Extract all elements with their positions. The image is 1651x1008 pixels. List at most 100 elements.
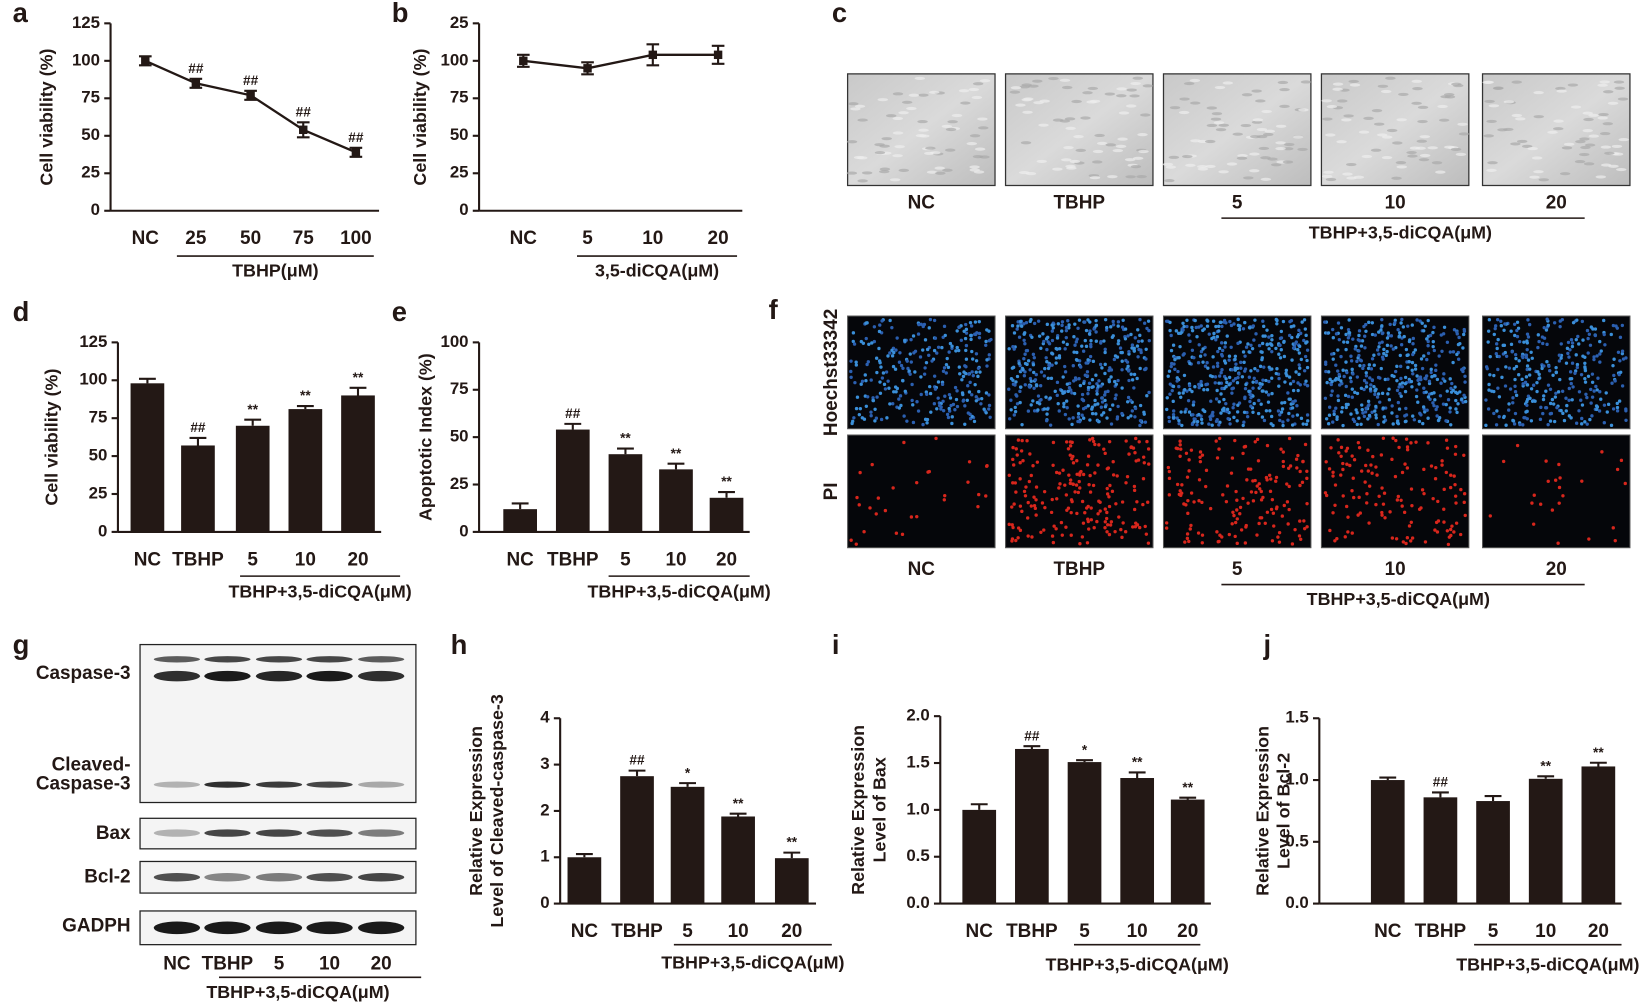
cell-dot: [1238, 505, 1243, 510]
cell-dot: [895, 386, 900, 391]
cell-dot: [1223, 341, 1228, 345]
cell-dot: [1054, 361, 1058, 365]
cell-dot: [1593, 327, 1598, 331]
cell-dot: [1575, 365, 1579, 370]
cell-dot: [1624, 418, 1628, 422]
cell-dot: [1406, 324, 1410, 328]
cell-dot: [1346, 336, 1351, 340]
cell-dot: [1380, 324, 1384, 328]
cell-dot: [1171, 415, 1176, 420]
cell-dot: [1619, 458, 1624, 463]
cell-dot: [1022, 332, 1026, 336]
cell-dot: [973, 320, 978, 324]
cell-dot: [853, 380, 857, 385]
cell-dot: [1097, 499, 1101, 503]
cell-dot: [921, 324, 925, 329]
cell-dot: [1286, 466, 1291, 470]
cell-dot: [1215, 364, 1220, 368]
cell-dot: [1229, 471, 1234, 475]
cell-dot: [1131, 446, 1136, 450]
cell-dot: [1027, 384, 1031, 388]
cell-dot: [928, 391, 933, 396]
cell-dot: [1165, 396, 1169, 400]
cell-dot: [1249, 490, 1254, 494]
cell-dot: [1251, 410, 1255, 414]
cell-dot: [1598, 360, 1602, 364]
cell-dot: [921, 348, 925, 352]
cell-dot: [1091, 483, 1096, 488]
cell-dot: [1185, 536, 1190, 541]
cell-dot: [1034, 513, 1038, 517]
cell-dot: [1113, 529, 1117, 534]
cell-dot: [1535, 389, 1539, 394]
cell-dot: [1246, 342, 1250, 346]
cell-dot: [1168, 392, 1172, 396]
cell-texture: [861, 171, 873, 175]
cell-dot: [1449, 485, 1453, 490]
cell-dot: [1304, 333, 1308, 338]
cell-dot: [941, 399, 945, 403]
cell-dot: [1095, 392, 1099, 396]
cell-dot: [1297, 363, 1301, 367]
lane-label: TBHP: [1053, 559, 1105, 580]
cell-dot: [1446, 398, 1451, 402]
cell-dot: [882, 382, 887, 387]
cell-dot: [932, 318, 937, 323]
bar: [1476, 801, 1510, 904]
cell-dot: [874, 356, 879, 360]
cell-dot: [1232, 402, 1236, 406]
cell-dot: [1063, 483, 1067, 487]
cell-dot: [1298, 383, 1302, 387]
cell-dot: [1421, 405, 1426, 409]
cell-dot: [1196, 361, 1201, 365]
cell-dot: [1390, 457, 1394, 462]
cell-dot: [1060, 320, 1065, 324]
cell-dot: [915, 514, 919, 519]
cell-texture: [1115, 144, 1127, 148]
cell-dot: [1599, 397, 1603, 401]
cell-dot: [1138, 423, 1142, 428]
panel-letter: h: [451, 629, 468, 660]
cell-dot: [1298, 483, 1302, 488]
cell-dot: [1604, 391, 1608, 395]
cell-dot: [1111, 460, 1115, 464]
cell-dot: [1494, 342, 1499, 346]
cell-dot: [1429, 367, 1433, 372]
cell-dot: [938, 403, 942, 408]
cell-dot: [1238, 512, 1242, 516]
cell-dot: [1054, 356, 1059, 360]
cell-dot: [1577, 342, 1581, 346]
cell-texture: [1497, 128, 1508, 132]
cell-dot: [1525, 397, 1530, 402]
cell-texture: [1455, 152, 1467, 156]
cell-dot: [1098, 509, 1102, 513]
cell-dot: [1568, 348, 1572, 352]
cell-dot: [1297, 372, 1301, 377]
cell-dot: [1346, 327, 1351, 332]
cell-dot: [1126, 334, 1130, 338]
cell-dot: [1297, 534, 1302, 538]
cell-dot: [1590, 414, 1594, 418]
cell-dot: [1216, 349, 1220, 354]
cell-dot: [1282, 339, 1286, 344]
cell-dot: [1435, 530, 1440, 534]
cell-dot: [1096, 384, 1101, 388]
cell-dot: [1137, 440, 1141, 444]
y-tick-label: 1.5: [1285, 708, 1308, 727]
cell-dot: [1514, 364, 1519, 369]
cell-dot: [1525, 403, 1529, 407]
cell-dot: [1061, 468, 1065, 472]
bar: [567, 857, 602, 904]
cell-dot: [1087, 482, 1091, 487]
cell-dot: [866, 395, 870, 399]
cell-dot: [870, 462, 874, 467]
cell-dot: [1167, 469, 1172, 474]
cell-dot: [1045, 412, 1049, 416]
cell-dot: [1430, 375, 1434, 379]
cell-dot: [892, 350, 896, 355]
cell-dot: [1109, 422, 1114, 426]
cell-texture: [1618, 137, 1629, 142]
cell-dot: [1144, 357, 1148, 361]
cell-dot: [885, 416, 889, 420]
y-axis-label: Relative ExpressionLevel of Bcl-2: [1252, 726, 1293, 896]
